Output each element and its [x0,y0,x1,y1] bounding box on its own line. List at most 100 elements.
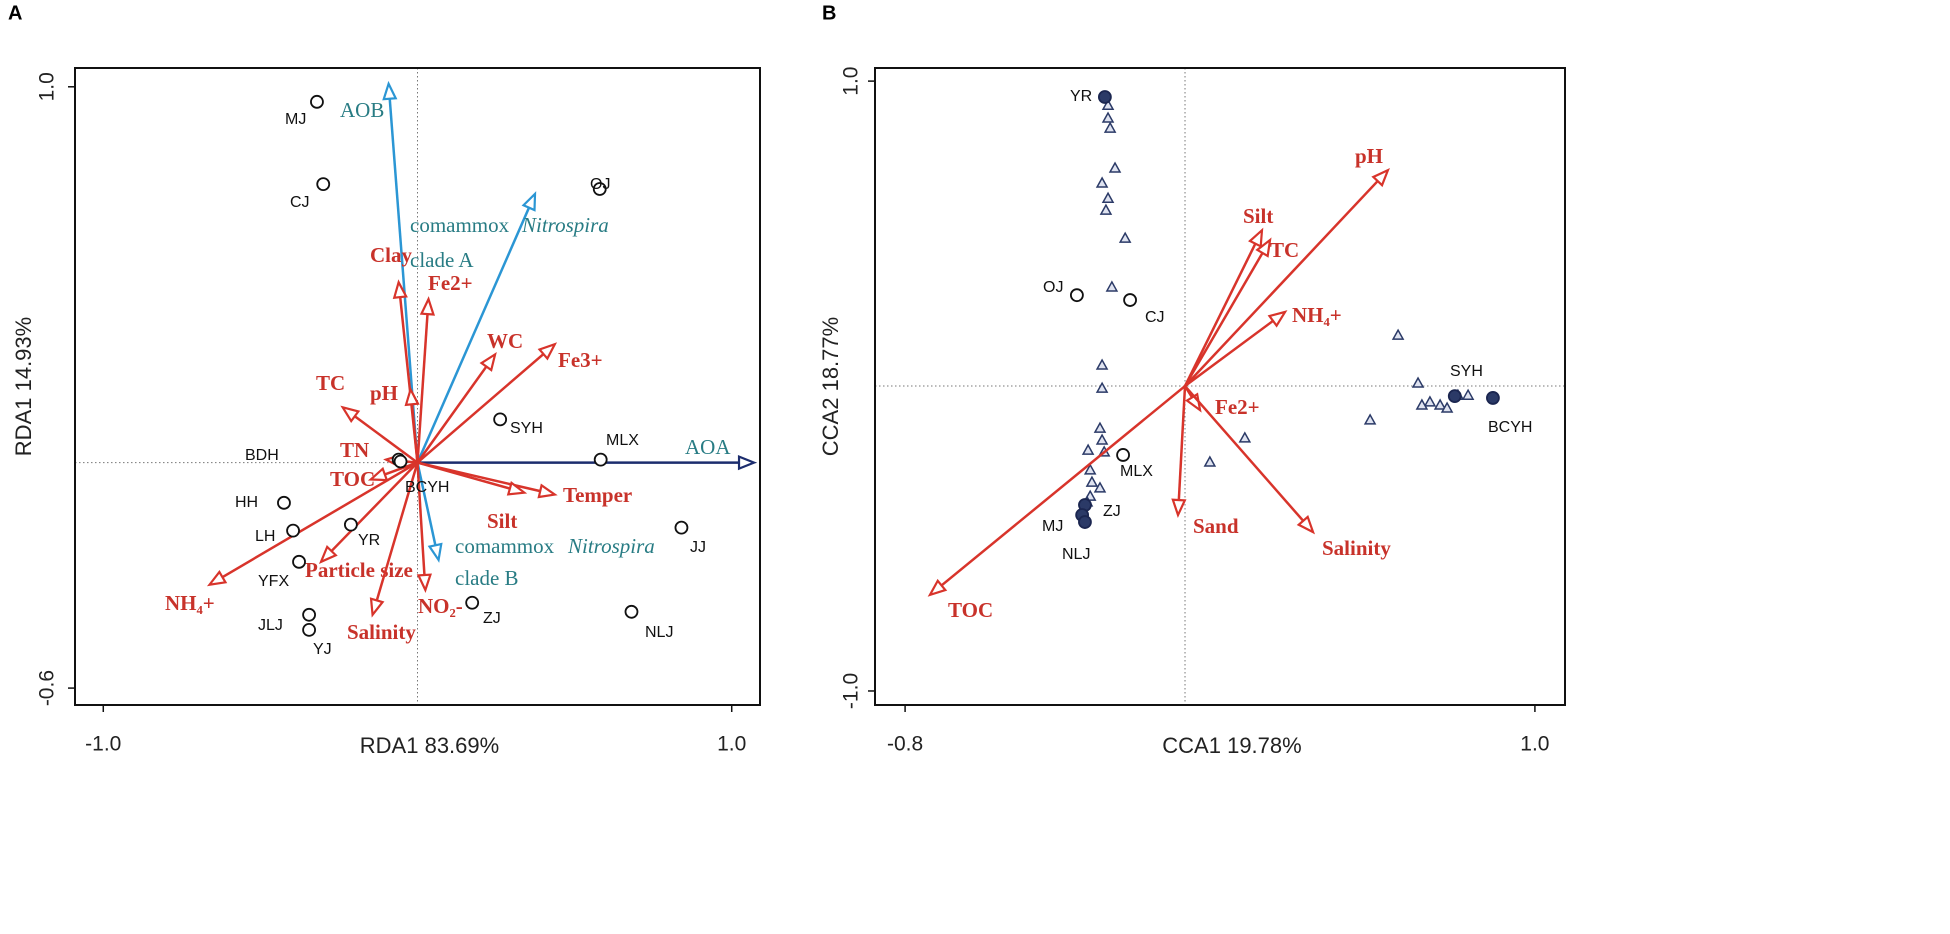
sample-point [1238,431,1252,443]
site-point [465,595,480,610]
vector-label: Fe2+ [428,271,473,295]
arrow-head [737,454,757,471]
site-label: CJ [290,194,310,211]
vector-arrow [940,385,1186,587]
site-label: BCYH [1488,419,1532,436]
sample-point [1118,231,1132,243]
vector-arrow [1183,252,1264,387]
site-point [316,177,331,192]
sample-point [1108,161,1122,173]
site-label: YFX [258,573,289,590]
sample-point [1411,376,1425,388]
sample-point [1103,121,1117,133]
arrow-head [1255,237,1272,258]
sample-point [1095,381,1109,393]
sample-point [1101,98,1115,110]
y-tick-label: -1.0 [840,673,863,709]
sample-point [1081,443,1095,455]
vector-label: Sand [1193,514,1239,538]
site-point [674,520,689,535]
sample-point [1440,401,1454,413]
arrow-head [1171,498,1187,518]
sample-point [1461,388,1475,400]
arrow-head [416,573,432,593]
vector-label: comammox [410,213,510,237]
arrow-head [1371,167,1390,188]
vector-label: clade B [455,566,519,590]
sample-point [1095,176,1109,188]
sample-point [1415,398,1429,410]
sample-point [1363,413,1377,425]
site-point [1486,391,1500,405]
vector-label: NO₂- [418,594,463,618]
vector-arrow [221,461,419,579]
site-point [1069,288,1084,303]
sample-point [1433,398,1447,410]
site-label: CJ [1145,309,1165,326]
vector-arrow [354,415,419,464]
arrow-head [404,386,420,407]
sample-point [1095,358,1109,370]
vector-arrow [416,207,531,464]
sample-point [1423,395,1437,407]
vector-label: comammox [455,534,555,558]
vector-label: Nitrospira [567,534,655,558]
site-point [1097,90,1112,104]
vector-label: clade A [410,248,474,272]
vector-arrow [416,462,426,576]
vector-label: AOA [685,435,731,459]
vector-label: TC [316,371,345,395]
vector-arrow [1183,243,1257,387]
sample-point [1101,111,1115,123]
site-label: NLJ [1062,546,1090,563]
vector-arrow [375,462,419,601]
site-point [302,607,316,622]
arrow-head [1248,227,1264,249]
x-tick-label: 1.0 [1520,733,1549,756]
arrow-head [392,279,408,300]
x-tick-label: 1.0 [717,733,746,756]
site-label: MLX [606,432,639,449]
arrow-head [1296,514,1316,535]
vector-label: Particle size [305,558,413,582]
vector-label: TC [1270,238,1299,262]
vector-label: pH [1355,144,1383,168]
vector-arrow [416,462,437,546]
sample-point [1099,203,1113,215]
site-label: BDH [245,447,279,464]
vector-arrow [410,404,419,463]
site-point [1123,293,1137,307]
x-axis-title: CCA1 19.78% [1162,733,1301,758]
vector-arrow [416,314,429,463]
x-tick-label: -1.0 [85,733,121,756]
site-label: MLX [1120,463,1153,480]
arrow-head [927,578,948,597]
sample-point [1083,463,1097,475]
y-tick-label: 1.0 [36,72,59,101]
site-point [310,94,324,109]
x-tick-label: -0.8 [887,733,923,756]
y-tick-label: -0.6 [36,670,59,706]
vector-label: AOB [340,98,384,122]
y-axis-title: RDA1 14.93% [11,317,36,456]
site-label: ZJ [483,610,501,627]
y-tick-label: 1.0 [840,67,863,96]
arrow-head [537,483,558,499]
site-label: NLJ [645,624,673,641]
vector-label: Salinity [1322,536,1391,560]
vector-arrow [330,461,419,552]
site-point [277,495,291,510]
site-label: OJ [590,176,610,193]
site-point [593,452,608,467]
site-label: JJ [690,539,706,556]
vector-arrow [416,353,545,464]
arrow-head [1267,310,1288,328]
vector-label: TOC [948,598,993,622]
site-point [393,454,408,469]
site-label: YR [1070,88,1092,105]
arrow-head [340,405,361,424]
site-point [1116,448,1130,462]
arrow-head [479,351,497,372]
sample-point [1095,433,1109,445]
site-label: MJ [1042,518,1063,535]
